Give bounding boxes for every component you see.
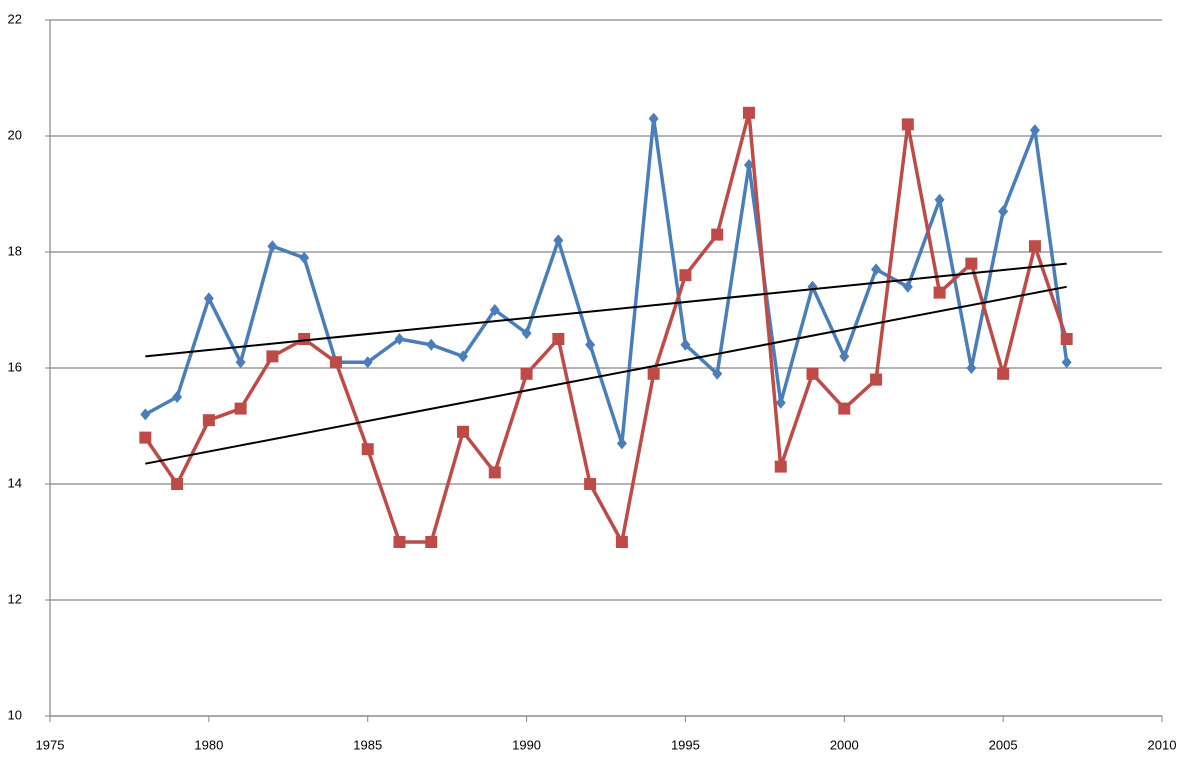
marker — [426, 338, 437, 351]
marker — [1029, 124, 1040, 137]
marker — [488, 466, 501, 479]
marker — [235, 356, 246, 369]
marker — [1028, 240, 1041, 253]
marker — [202, 414, 215, 427]
marker — [679, 269, 692, 282]
marker — [743, 159, 754, 171]
x-tick-label: 1980 — [194, 737, 223, 752]
marker — [774, 460, 787, 473]
x-tick-label: 2010 — [1148, 737, 1177, 752]
marker — [838, 402, 851, 415]
marker — [139, 431, 152, 444]
marker — [1061, 356, 1072, 369]
marker — [647, 367, 660, 380]
y-tick-label: 20 — [8, 127, 22, 142]
marker — [997, 367, 1010, 380]
y-tick-label: 14 — [8, 475, 22, 490]
x-tick-label: 1975 — [36, 737, 65, 752]
marker — [933, 286, 946, 299]
series-line — [143, 111, 1069, 544]
x-tick-label: 1985 — [353, 737, 382, 752]
marker — [457, 425, 470, 438]
marker — [901, 118, 914, 131]
marker — [521, 327, 532, 340]
marker — [172, 391, 183, 403]
marker — [680, 338, 691, 351]
marker — [902, 280, 913, 293]
x-tick-label: 1990 — [512, 737, 541, 752]
marker — [234, 402, 247, 415]
marker — [966, 362, 977, 374]
marker — [299, 251, 310, 264]
marker — [998, 205, 1009, 218]
marker — [648, 112, 659, 125]
trend-line — [145, 285, 1067, 465]
x-tick-label: 2005 — [989, 737, 1018, 752]
marker — [1060, 333, 1073, 345]
marker — [203, 292, 214, 305]
marker — [394, 333, 405, 345]
y-tick-label: 10 — [8, 707, 22, 722]
marker — [362, 356, 373, 369]
marker — [140, 408, 151, 421]
marker — [742, 106, 755, 119]
marker — [711, 228, 724, 241]
marker — [615, 536, 628, 548]
marker — [520, 367, 533, 380]
marker — [393, 536, 406, 548]
x-tick-label: 1995 — [671, 737, 700, 752]
y-tick-label: 16 — [8, 359, 22, 374]
marker — [712, 367, 723, 380]
marker — [584, 478, 597, 490]
y-tick-label: 22 — [8, 11, 22, 26]
marker — [616, 437, 627, 450]
trend-line — [145, 262, 1067, 358]
marker — [361, 443, 374, 456]
marker — [585, 338, 596, 351]
marker — [553, 234, 564, 247]
marker — [806, 367, 819, 380]
marker — [298, 333, 311, 345]
series-line — [144, 116, 1069, 446]
marker — [266, 350, 279, 363]
marker — [870, 373, 883, 386]
marker — [965, 257, 978, 270]
marker — [329, 356, 342, 369]
marker — [458, 350, 469, 363]
marker — [934, 193, 945, 206]
x-tick-label: 2000 — [830, 737, 859, 752]
marker — [552, 333, 565, 345]
y-tick-label: 12 — [8, 591, 22, 606]
marker — [871, 263, 882, 276]
marker — [839, 350, 850, 363]
marker — [171, 478, 184, 490]
marker — [775, 396, 786, 409]
marker — [267, 240, 278, 253]
marker — [489, 304, 500, 316]
marker — [425, 536, 438, 548]
y-tick-label: 18 — [8, 243, 22, 258]
